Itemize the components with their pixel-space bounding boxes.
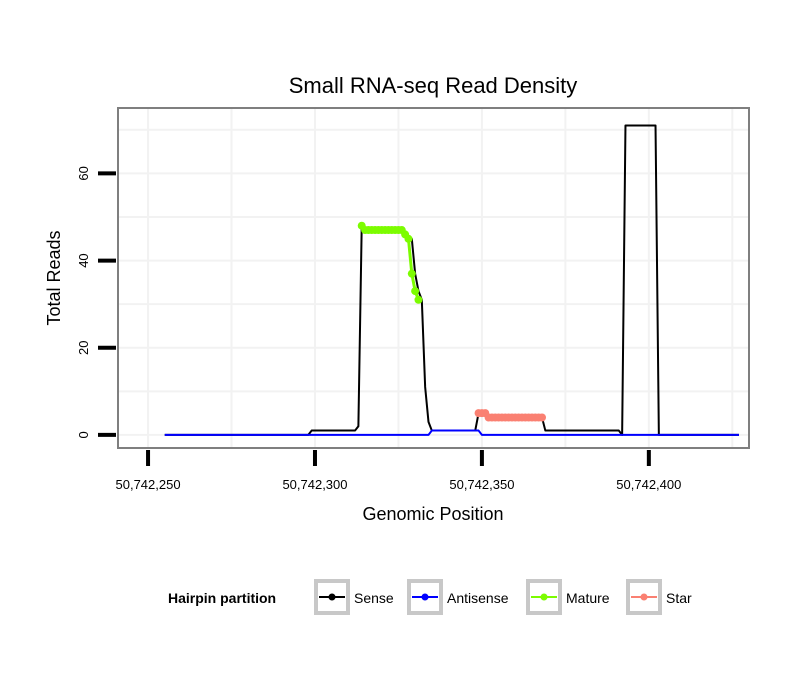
- series-star: [474, 409, 547, 422]
- chart-title: Small RNA-seq Read Density: [289, 73, 578, 98]
- grid-lines: [118, 108, 749, 448]
- legend-key-point: [640, 593, 648, 601]
- y-axis: 0 20 40 60: [76, 166, 116, 439]
- legend-label: Mature: [566, 590, 610, 606]
- y-tick-label: 20: [76, 341, 91, 355]
- data-point-mature: [411, 287, 420, 296]
- x-tick-label: 50,742,300: [282, 477, 347, 492]
- legend-entry-sense: Sense: [314, 579, 394, 615]
- legend-label: Sense: [354, 590, 394, 606]
- legend-label: Star: [666, 590, 692, 606]
- legend-entry-antisense: Antisense: [407, 579, 509, 615]
- data-point-star: [538, 413, 547, 422]
- legend-label: Antisense: [447, 590, 509, 606]
- series-line-antisense: [164, 429, 739, 436]
- x-tick-label: 50,742,350: [449, 477, 514, 492]
- y-tick-label: 0: [76, 431, 91, 438]
- x-axis-title: Genomic Position: [362, 504, 503, 524]
- legend-key-point: [421, 593, 429, 601]
- legend-entry-mature: Mature: [526, 579, 610, 615]
- x-tick-label: 50,742,400: [616, 477, 681, 492]
- data-point-mature: [404, 234, 413, 243]
- series-antisense: [164, 429, 739, 436]
- y-tick-label: 60: [76, 166, 91, 180]
- legend-entry-star: Star: [626, 579, 692, 615]
- x-tick-label: 50,742,250: [116, 477, 181, 492]
- legend-key-point: [540, 593, 548, 601]
- legend: Hairpin partition Sense Antisense Mature St…: [168, 579, 692, 615]
- data-point-mature: [407, 269, 416, 278]
- x-axis: 50,742,250 50,742,300 50,742,350 50,742,400: [116, 450, 681, 492]
- plot-panel-background: [118, 108, 749, 448]
- plot-panel-border: [117, 107, 750, 449]
- series-mature: [357, 221, 423, 304]
- legend-key-point: [328, 593, 336, 601]
- y-axis-title: Total Reads: [44, 230, 64, 325]
- legend-title: Hairpin partition: [168, 590, 276, 606]
- y-tick-label: 40: [76, 253, 91, 267]
- data-point-mature: [414, 295, 423, 304]
- series-layer: [164, 124, 739, 436]
